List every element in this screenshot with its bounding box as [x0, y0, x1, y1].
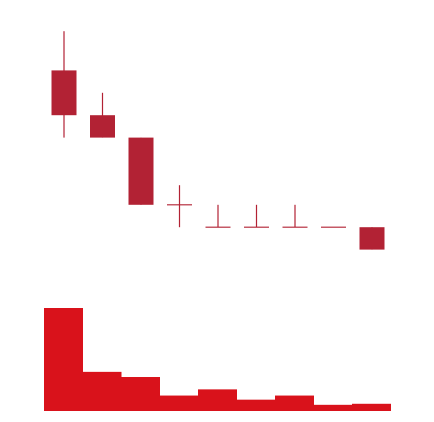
candle: [128, 137, 154, 205]
volume-bar: [352, 403, 391, 411]
volume-bar: [236, 399, 276, 411]
candle: [205, 204, 231, 228]
candle-body: [359, 227, 385, 250]
candle: [90, 92, 115, 138]
volume-bar: [275, 395, 314, 411]
candle: [359, 227, 385, 250]
price-candles: [51, 31, 385, 250]
volume-bars: [44, 308, 391, 411]
candle-body: [128, 137, 154, 205]
candle: [244, 204, 269, 228]
candle: [51, 31, 77, 138]
candle-body: [51, 70, 77, 116]
candle: [282, 204, 308, 228]
volume-bar: [313, 404, 353, 411]
volume-bar: [159, 395, 199, 411]
candle-body: [90, 115, 115, 138]
volume-bar: [198, 389, 237, 411]
volume-bar: [121, 377, 160, 411]
candle: [167, 185, 192, 228]
volume-bar: [82, 371, 122, 411]
volume-bar: [44, 308, 83, 411]
